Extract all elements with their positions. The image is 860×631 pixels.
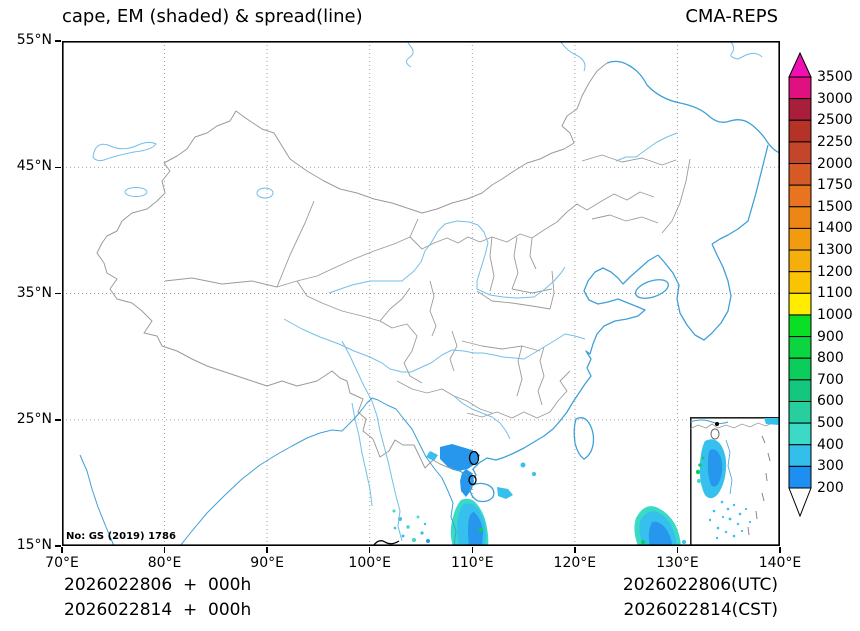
x-tick-label: 100°E bbox=[348, 555, 391, 571]
y-tick-mark bbox=[55, 545, 61, 547]
colorbar-label: 500 bbox=[817, 415, 844, 432]
x-tick-mark bbox=[471, 547, 474, 553]
lake-issyk-kul bbox=[124, 187, 148, 197]
colorbar-label: 1200 bbox=[817, 263, 853, 280]
lake-bosten bbox=[256, 187, 274, 199]
colorbar-label: 800 bbox=[817, 350, 844, 367]
colorbar-label: 900 bbox=[817, 328, 844, 345]
y-tick-label: 25°N bbox=[16, 410, 52, 427]
colorbar-label: 3500 bbox=[817, 69, 853, 85]
y-tick-label: 55°N bbox=[16, 32, 52, 48]
hainan-island bbox=[469, 482, 495, 503]
colorbar-label: 400 bbox=[817, 436, 844, 453]
colorbar-label: 1100 bbox=[817, 285, 853, 302]
x-tick-label: 80°E bbox=[147, 555, 182, 571]
colorbar-label: 600 bbox=[817, 393, 844, 410]
x-tick-label: 90°E bbox=[250, 555, 284, 571]
colorbar-label: 200 bbox=[817, 480, 844, 496]
colorbar bbox=[788, 51, 812, 518]
cape-shading-layer bbox=[392, 444, 686, 546]
run-time-line-2: 2026022814 + 000h bbox=[64, 600, 252, 620]
taiwan-island bbox=[573, 417, 595, 460]
colorbar-label: 700 bbox=[817, 371, 844, 388]
colorbar-label: 300 bbox=[817, 458, 844, 475]
jeju-island bbox=[634, 279, 670, 299]
y-tick-label: 45°N bbox=[16, 158, 52, 175]
model-label: CMA-REPS bbox=[685, 6, 778, 27]
x-tick-label: 130°E bbox=[656, 555, 699, 571]
x-tick-mark bbox=[779, 547, 781, 553]
gridlines bbox=[62, 41, 780, 546]
colorbar-label: 2000 bbox=[817, 155, 853, 172]
colorbar-label: 1750 bbox=[817, 177, 853, 194]
national-border bbox=[96, 62, 608, 470]
x-tick-label: 110°E bbox=[450, 555, 494, 571]
x-tick-label: 140°E bbox=[758, 555, 802, 571]
x-tick-mark bbox=[368, 547, 371, 553]
colorbar-label: 3000 bbox=[817, 90, 853, 107]
y-tick-label: 15°N bbox=[16, 537, 52, 553]
run-time-line-1: 2026022806 + 000h bbox=[64, 575, 252, 595]
spread-contours bbox=[372, 450, 480, 546]
coastline-layer bbox=[79, 60, 780, 546]
x-tick-label: 120°E bbox=[553, 555, 597, 571]
x-tick-mark bbox=[266, 547, 268, 553]
y-tick-mark bbox=[55, 40, 61, 42]
valid-time-utc: 2026022806(UTC) bbox=[622, 575, 778, 595]
y-tick-mark bbox=[55, 166, 61, 168]
x-tick-mark bbox=[163, 547, 166, 553]
south-china-sea-inset bbox=[689, 416, 780, 546]
colorbar-label: 2250 bbox=[817, 133, 853, 150]
nine-dash-line bbox=[747, 435, 771, 536]
colorbar-label: 2500 bbox=[817, 112, 853, 129]
rivers-layer bbox=[92, 41, 763, 542]
valid-time-cst: 2026022814(CST) bbox=[623, 600, 778, 620]
y-tick-mark bbox=[55, 292, 61, 295]
province-boundaries bbox=[164, 154, 691, 419]
colorbar-label: 1400 bbox=[817, 220, 853, 237]
map-id-watermark: No: GS (2019) 1786 bbox=[66, 531, 176, 542]
y-tick-label: 35°N bbox=[16, 284, 52, 301]
x-tick-mark bbox=[61, 547, 63, 553]
x-tick-mark bbox=[676, 547, 679, 553]
chart-title: cape, EM (shaded) & spread(line) bbox=[62, 6, 363, 27]
y-tick-mark bbox=[55, 419, 61, 421]
colorbar-label: 1500 bbox=[817, 198, 853, 215]
x-tick-label: 70°E bbox=[45, 555, 79, 571]
plot-frame bbox=[62, 41, 780, 546]
lake-balkhash bbox=[92, 141, 157, 162]
colorbar-label: 1000 bbox=[817, 306, 853, 323]
colorbar-label: 1300 bbox=[817, 242, 853, 259]
map-canvas bbox=[62, 41, 780, 546]
x-tick-mark bbox=[574, 547, 576, 553]
